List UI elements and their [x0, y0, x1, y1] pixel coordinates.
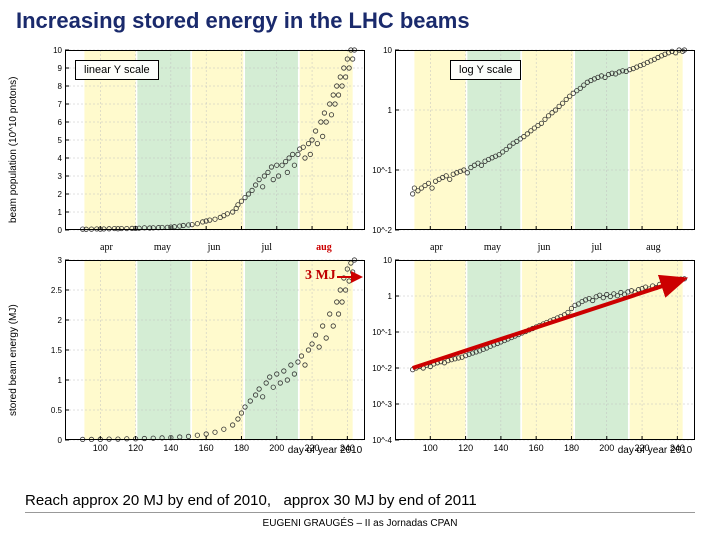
page-title: Increasing stored energy in the LHC beam… [16, 8, 470, 34]
month-label-aug: aug [646, 242, 660, 253]
xlabel-left: day of year 2010 [280, 445, 370, 456]
svg-text:3: 3 [58, 172, 63, 181]
svg-text:2.5: 2.5 [51, 286, 63, 295]
month-label-jun: jun [538, 242, 551, 253]
svg-text:5: 5 [58, 136, 63, 145]
svg-text:180: 180 [564, 443, 579, 453]
mj-annotation: 3 MJ [305, 268, 336, 284]
credit-line: EUGENI GRAUGÉS – II as Jornadas CPAN [240, 518, 480, 529]
svg-text:10^-3: 10^-3 [372, 400, 392, 409]
month-label-apr: apr [430, 242, 443, 253]
svg-text:3: 3 [58, 256, 63, 265]
svg-text:7: 7 [58, 100, 63, 109]
chart-area: beam population (10^10 protons) stored b… [30, 50, 710, 480]
svg-text:1: 1 [388, 106, 393, 115]
month-label-may: may [484, 242, 501, 253]
ylabel-bottom: stored beam energy (MJ) [8, 280, 19, 440]
chart-bottom-left: 10012014016018020022024000.511.522.53 [65, 260, 365, 440]
svg-text:0.5: 0.5 [51, 406, 63, 415]
month-label-may: may [154, 242, 171, 253]
svg-text:10: 10 [383, 46, 392, 55]
svg-text:2: 2 [58, 316, 63, 325]
svg-text:120: 120 [128, 443, 143, 453]
month-label-apr: apr [100, 242, 113, 253]
svg-text:180: 180 [234, 443, 249, 453]
svg-text:6: 6 [58, 118, 63, 127]
ylabel-top: beam population (10^10 protons) [8, 70, 19, 230]
svg-text:10^-1: 10^-1 [372, 328, 392, 337]
svg-text:10^-2: 10^-2 [372, 364, 392, 373]
svg-text:10: 10 [53, 46, 62, 55]
svg-text:10^-1: 10^-1 [372, 166, 392, 175]
svg-text:160: 160 [199, 443, 214, 453]
svg-text:10: 10 [383, 256, 392, 265]
svg-text:140: 140 [493, 443, 508, 453]
svg-text:10^-2: 10^-2 [372, 226, 392, 235]
svg-text:1: 1 [388, 292, 393, 301]
linear-scale-label: linear Y scale [75, 60, 159, 80]
footer-divider [25, 512, 695, 513]
month-label-aug: aug [316, 242, 332, 253]
svg-text:120: 120 [458, 443, 473, 453]
month-label-jul: jul [261, 242, 272, 253]
log-scale-label: log Y scale [450, 60, 521, 80]
month-label-jun: jun [208, 242, 221, 253]
svg-text:0: 0 [58, 436, 63, 445]
svg-text:4: 4 [58, 154, 63, 163]
footer-conclusion: Reach approx 20 MJ by end of 2010, appro… [25, 492, 477, 509]
svg-text:9: 9 [58, 64, 63, 73]
svg-text:160: 160 [529, 443, 544, 453]
svg-text:140: 140 [163, 443, 178, 453]
chart-top-right: 10^-210^-1110 [395, 50, 695, 230]
chart-bottom-right: 10012014016018020022024010^-410^-310^-21… [395, 260, 695, 440]
svg-text:0: 0 [58, 226, 63, 235]
svg-text:100: 100 [93, 443, 108, 453]
svg-text:100: 100 [423, 443, 438, 453]
mj-arrow [335, 270, 365, 284]
month-label-jul: jul [591, 242, 602, 253]
svg-text:1.5: 1.5 [51, 346, 63, 355]
svg-text:2: 2 [58, 190, 63, 199]
svg-text:1: 1 [58, 208, 63, 217]
svg-text:1: 1 [58, 376, 63, 385]
xlabel-right: day of year 2010 [610, 445, 700, 456]
svg-text:10^-4: 10^-4 [372, 436, 392, 445]
svg-text:8: 8 [58, 82, 63, 91]
